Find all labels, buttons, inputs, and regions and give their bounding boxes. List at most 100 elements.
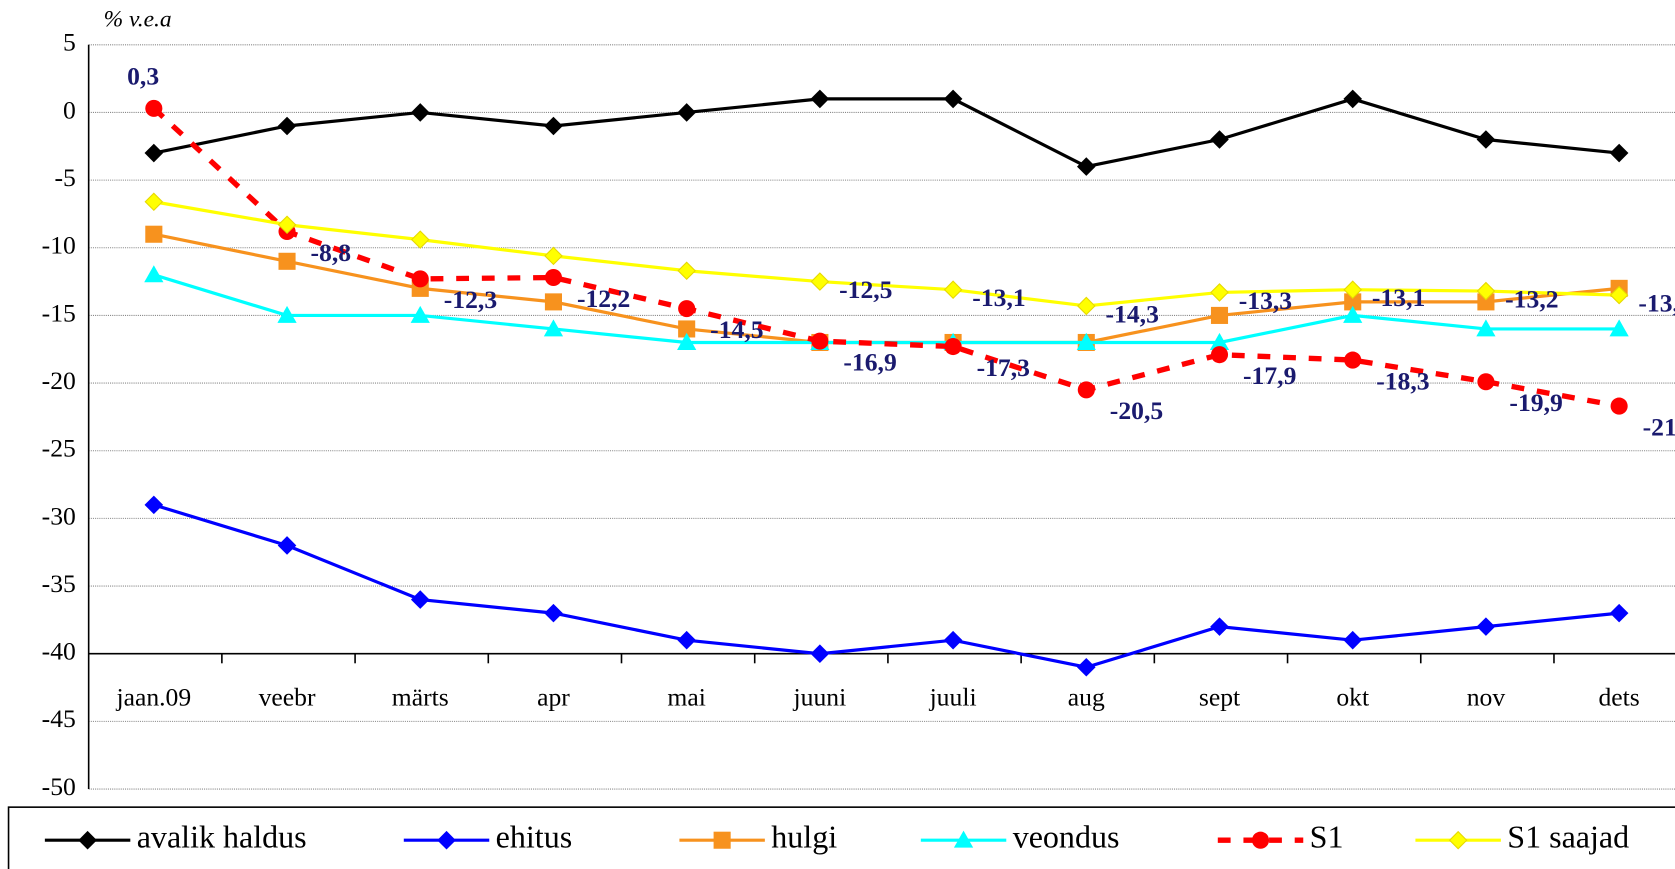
x-tick-label: jaan.09 [115, 682, 191, 711]
marker [1343, 305, 1363, 323]
marker [1344, 351, 1362, 369]
y-tick-label: -45 [42, 704, 76, 733]
x-tick-label: dets [1598, 682, 1639, 711]
y-tick-label: -5 [54, 163, 75, 192]
series-line [153, 503, 1620, 669]
marker [943, 280, 963, 299]
marker [544, 268, 563, 287]
marker [1343, 630, 1363, 650]
y-tick-label: -20 [42, 366, 76, 395]
marker [144, 265, 164, 283]
marker [543, 319, 564, 337]
legend-label: avalik haldus [137, 819, 307, 855]
x-tick-label: juuni [793, 682, 847, 711]
x-tick-label: okt [1336, 682, 1369, 711]
data-label: -12,5 [839, 275, 892, 304]
marker [144, 143, 164, 163]
legend-label: veondus [1013, 819, 1120, 855]
marker [544, 246, 563, 266]
y-tick-label: -10 [42, 231, 76, 260]
marker [811, 332, 829, 350]
marker [411, 270, 429, 288]
marker [1343, 89, 1363, 109]
x-tick-label: juuli [929, 682, 977, 711]
marker [1477, 293, 1495, 311]
marker [410, 103, 430, 122]
data-label: -17,9 [1243, 361, 1296, 390]
legend-label: ehitus [496, 819, 573, 855]
marker [953, 830, 974, 848]
marker [145, 99, 163, 117]
marker [1476, 617, 1496, 636]
marker [1476, 130, 1496, 149]
x-tick-label: märts [392, 682, 449, 711]
marker [810, 89, 830, 109]
marker [1076, 332, 1096, 350]
marker [1448, 830, 1468, 850]
legend-label: S1 saajad [1507, 819, 1629, 855]
marker [1476, 281, 1496, 301]
data-label: -14,3 [1106, 299, 1159, 328]
marker [410, 590, 430, 609]
data-label: -13,2 [1505, 285, 1558, 314]
y-tick-label: 5 [63, 28, 76, 57]
marker [1076, 657, 1096, 677]
marker [544, 293, 563, 311]
data-label: -17,3 [977, 353, 1030, 382]
marker [1210, 283, 1229, 302]
marker [1251, 831, 1270, 849]
marker [810, 644, 830, 663]
marker [1476, 319, 1496, 337]
y-tick-label: -25 [42, 434, 76, 463]
marker [1076, 157, 1096, 176]
y-tick-label: -15 [42, 298, 76, 327]
legend-label: S1 [1310, 819, 1344, 855]
series-line [153, 97, 1620, 169]
marker [145, 225, 163, 243]
marker [410, 305, 430, 323]
data-label: -12,2 [577, 284, 630, 313]
marker [544, 116, 563, 136]
marker [277, 305, 297, 323]
marker [943, 630, 963, 650]
data-label: -18,3 [1376, 366, 1429, 395]
marker [1210, 346, 1229, 364]
marker [1210, 130, 1229, 149]
marker [144, 192, 164, 212]
marker [1344, 293, 1362, 311]
marker [677, 261, 696, 281]
marker [1609, 603, 1629, 623]
x-tick-label: aug [1068, 682, 1105, 711]
data-label: -13,5 [1638, 289, 1675, 318]
y-axis-label: % v.e.a [104, 7, 172, 33]
legend-label: hulgi [771, 819, 837, 855]
data-label: -16,9 [843, 347, 896, 376]
marker [1610, 397, 1628, 415]
marker [410, 230, 430, 249]
marker [1210, 306, 1229, 324]
y-tick-label: 0 [63, 95, 76, 124]
marker [277, 116, 297, 136]
marker [678, 320, 696, 338]
marker [677, 332, 697, 350]
data-label: -13,1 [1372, 283, 1425, 312]
marker [1343, 280, 1363, 299]
marker [1077, 381, 1095, 399]
marker [278, 252, 296, 270]
marker [544, 603, 563, 623]
marker [944, 338, 962, 356]
data-label: -19,9 [1509, 388, 1562, 417]
data-label: -13,1 [972, 283, 1025, 312]
legend-box [7, 806, 1675, 869]
data-label: -12,3 [444, 285, 497, 314]
y-tick-label: -40 [42, 637, 76, 666]
data-label: -20,5 [1110, 396, 1163, 425]
marker [943, 89, 963, 109]
x-tick-label: apr [537, 682, 570, 711]
y-tick-label: -30 [42, 501, 76, 530]
series-line [153, 200, 1620, 308]
data-label: 0,3 [127, 61, 159, 90]
data-label: -13,3 [1239, 286, 1292, 315]
marker [677, 103, 696, 122]
